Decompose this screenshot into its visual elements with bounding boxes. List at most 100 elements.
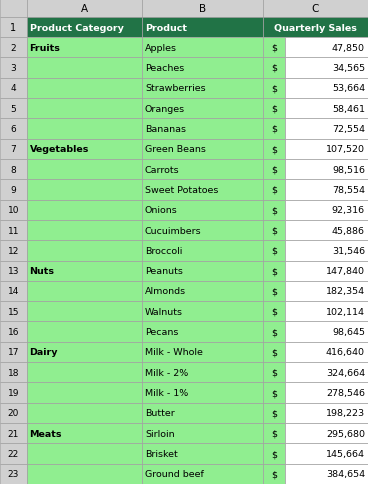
Bar [263,220,285,241]
Bar [26,220,142,241]
Bar [285,119,368,139]
Bar [26,18,142,38]
Text: Vegetables: Vegetables [29,145,89,154]
Text: Milk - 2%: Milk - 2% [145,368,188,377]
Text: 98,516: 98,516 [332,165,365,174]
Text: 23: 23 [8,469,19,478]
Bar [0,38,26,58]
Text: B: B [199,4,206,14]
Bar [142,383,263,403]
Bar [142,322,263,342]
Text: $: $ [271,64,277,73]
Text: $: $ [271,449,277,458]
Bar [142,99,263,119]
Bar [26,200,142,220]
Text: Broccoli: Broccoli [145,246,182,256]
Text: $: $ [271,185,277,195]
Bar [142,423,263,443]
Text: Apples: Apples [145,44,177,53]
Bar [263,78,285,99]
Text: 19: 19 [8,388,19,397]
Text: 15: 15 [8,307,19,316]
Bar [263,302,285,322]
Text: 58,461: 58,461 [332,105,365,113]
Bar [263,99,285,119]
Text: 6: 6 [10,125,16,134]
Bar [263,38,285,58]
Bar [285,322,368,342]
Text: 3: 3 [10,64,16,73]
Bar [0,220,26,241]
Bar [0,78,26,99]
Text: Dairy: Dairy [29,348,58,357]
Text: 102,114: 102,114 [326,307,365,316]
Bar [263,58,285,78]
Text: 31,546: 31,546 [332,246,365,256]
Text: Walnuts: Walnuts [145,307,183,316]
Text: $: $ [271,388,277,397]
Text: 295,680: 295,680 [326,429,365,438]
Bar [285,403,368,423]
Text: Product: Product [145,23,187,32]
Bar [285,464,368,484]
Bar [285,281,368,302]
Text: 20: 20 [8,408,19,418]
Bar [263,322,285,342]
Text: Brisket: Brisket [145,449,178,458]
Text: 2: 2 [11,44,16,53]
Bar [0,423,26,443]
Text: 5: 5 [10,105,16,113]
Text: 278,546: 278,546 [326,388,365,397]
Bar [26,0,142,18]
Text: 145,664: 145,664 [326,449,365,458]
Bar [142,200,263,220]
Bar [26,180,142,200]
Text: $: $ [271,307,277,316]
Text: 47,850: 47,850 [332,44,365,53]
Bar [285,180,368,200]
Bar [263,241,285,261]
Bar [285,241,368,261]
Text: A: A [81,4,88,14]
Bar [142,220,263,241]
Bar [285,383,368,403]
Bar [285,220,368,241]
Text: Sirloin: Sirloin [145,429,174,438]
Text: 14: 14 [8,287,19,296]
Bar [26,38,142,58]
Bar [26,383,142,403]
Bar [26,443,142,464]
Bar [0,342,26,363]
Bar [263,423,285,443]
Text: 12: 12 [8,246,19,256]
Bar [142,363,263,383]
Bar [263,383,285,403]
Text: 416,640: 416,640 [326,348,365,357]
Text: $: $ [271,267,277,275]
Text: $: $ [271,145,277,154]
Bar [26,160,142,180]
Text: $: $ [271,429,277,438]
Text: Butter: Butter [145,408,175,418]
Bar [285,58,368,78]
Bar [263,403,285,423]
Text: 98,645: 98,645 [332,328,365,336]
Text: $: $ [271,44,277,53]
Bar [0,363,26,383]
Bar [26,281,142,302]
Bar [142,139,263,160]
Text: Milk - 1%: Milk - 1% [145,388,188,397]
Bar [263,18,368,38]
Bar [0,58,26,78]
Bar [142,403,263,423]
Text: 72,554: 72,554 [332,125,365,134]
Bar [26,241,142,261]
Text: $: $ [271,84,277,93]
Text: 92,316: 92,316 [332,206,365,215]
Text: 45,886: 45,886 [332,226,365,235]
Bar [142,119,263,139]
Text: $: $ [271,105,277,113]
Text: 18: 18 [8,368,19,377]
Text: Oranges: Oranges [145,105,185,113]
Text: 198,223: 198,223 [326,408,365,418]
